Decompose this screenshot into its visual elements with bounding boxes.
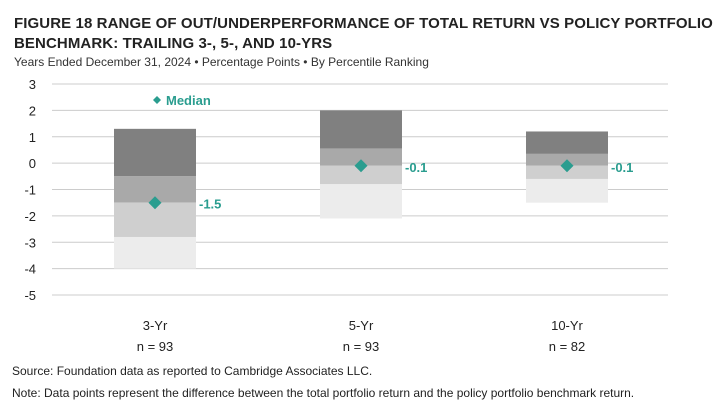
median-value-label: -1.5 xyxy=(199,197,221,212)
median-marker xyxy=(148,196,162,210)
y-tick-label: -1 xyxy=(24,183,36,198)
range-band xyxy=(526,131,608,154)
legend-median-marker xyxy=(153,96,161,104)
y-tick-label: 1 xyxy=(29,130,36,145)
category-sample-size: n = 82 xyxy=(549,339,586,354)
range-band xyxy=(320,165,402,185)
category-label: 10-Yr xyxy=(551,318,583,333)
median-marker xyxy=(354,159,368,173)
range-band xyxy=(320,110,402,149)
legend-median-label: Median xyxy=(166,93,211,108)
category-label: 3-Yr xyxy=(143,318,168,333)
median-marker xyxy=(560,159,574,173)
y-tick-label: -3 xyxy=(24,235,36,250)
figure-title: FIGURE 18 RANGE OF OUT/UNDERPERFORMANCE … xyxy=(14,15,713,52)
median-value-label: -0.1 xyxy=(611,160,633,175)
y-tick-label: 2 xyxy=(29,103,36,118)
category-label: 5-Yr xyxy=(349,318,374,333)
range-band xyxy=(320,148,402,166)
y-tick-label: 0 xyxy=(29,156,36,171)
y-tick-label: -5 xyxy=(24,288,36,303)
y-tick-label: 3 xyxy=(29,77,36,92)
median-value-label: -0.1 xyxy=(405,160,427,175)
footnote: Note: Data points represent the differen… xyxy=(12,386,635,400)
category-sample-size: n = 93 xyxy=(137,339,174,354)
y-tick-label: -4 xyxy=(24,262,36,277)
range-band xyxy=(114,236,196,269)
source-note: Source: Foundation data as reported to C… xyxy=(12,364,373,378)
category-sample-size: n = 93 xyxy=(343,339,380,354)
y-tick-label: -2 xyxy=(24,209,36,224)
figure-subtitle: Years Ended December 31, 2024 • Percenta… xyxy=(14,55,429,69)
range-band xyxy=(114,128,196,177)
range-chart: 3 2 1 0 -1 -2 -3 -4 -5 -1.5 3-Yr n = 93 -0.1 5-Yr n = … xyxy=(24,77,668,354)
range-band xyxy=(320,184,402,219)
range-band xyxy=(526,165,608,179)
range-band xyxy=(526,178,608,203)
